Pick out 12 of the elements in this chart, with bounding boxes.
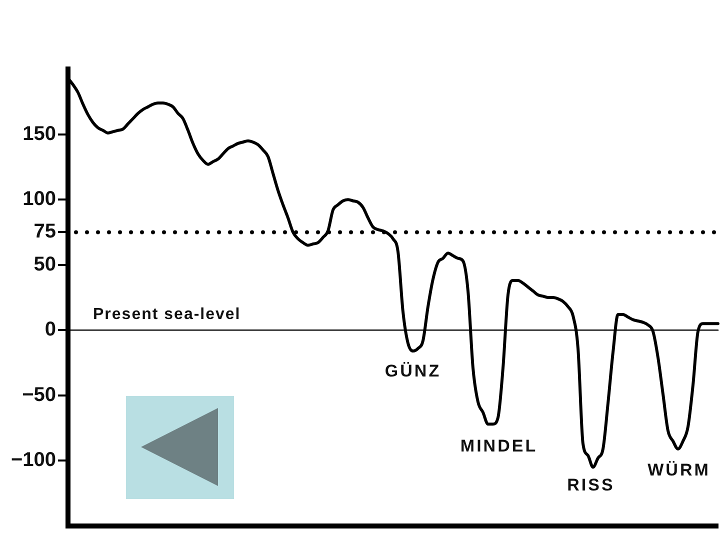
y-tick-label: −100 [10,449,56,472]
y-tick-label: 50 [34,253,56,276]
y-tick-label: −50 [22,384,56,406]
annotation: RISS [567,476,615,495]
y-tick-label: 0 [44,318,56,341]
annotation: WÜRM [648,460,710,480]
annotation: GÜNZ [384,362,442,381]
ref-line-label: Present sea-level [93,306,241,324]
y-tick-label: 100 [22,188,56,210]
y-tick-label: 150 [22,122,56,145]
y-tick-label: 75 [34,220,56,243]
annotation: MINDEL [460,436,538,456]
